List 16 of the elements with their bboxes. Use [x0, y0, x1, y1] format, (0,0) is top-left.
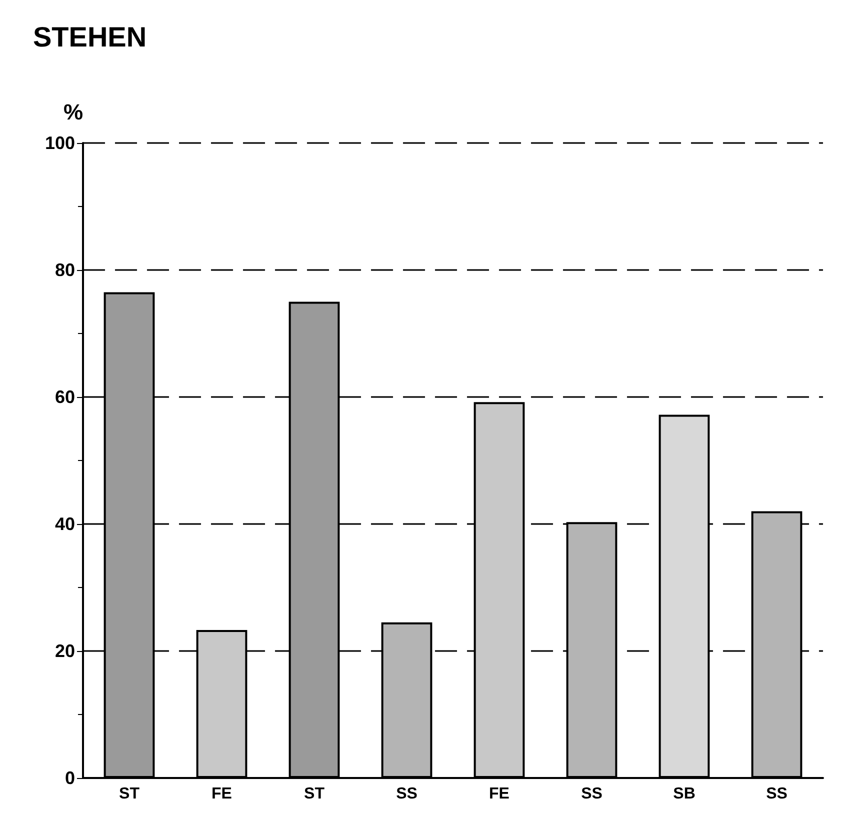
chart-title: STEHEN	[33, 22, 147, 52]
y-tick-label: 60	[54, 387, 75, 407]
x-tick-label: ST	[304, 786, 325, 802]
x-tick-label: SS	[766, 786, 788, 802]
y-tick-label: 40	[54, 514, 75, 534]
x-tick-label: SS	[581, 786, 603, 802]
y-tick-label: 20	[54, 641, 75, 661]
x-tick-label: FE	[489, 786, 510, 802]
y-tick-label: 100	[44, 133, 75, 153]
x-tick-label: FE	[212, 786, 232, 802]
x-tick-label: SB	[673, 786, 696, 802]
y-tick-label: 80	[54, 260, 75, 280]
y-axis-title: %	[63, 100, 83, 124]
x-tick-label: SS	[396, 786, 418, 802]
y-tick-label: 0	[64, 768, 75, 788]
x-tick-label: ST	[119, 786, 140, 802]
